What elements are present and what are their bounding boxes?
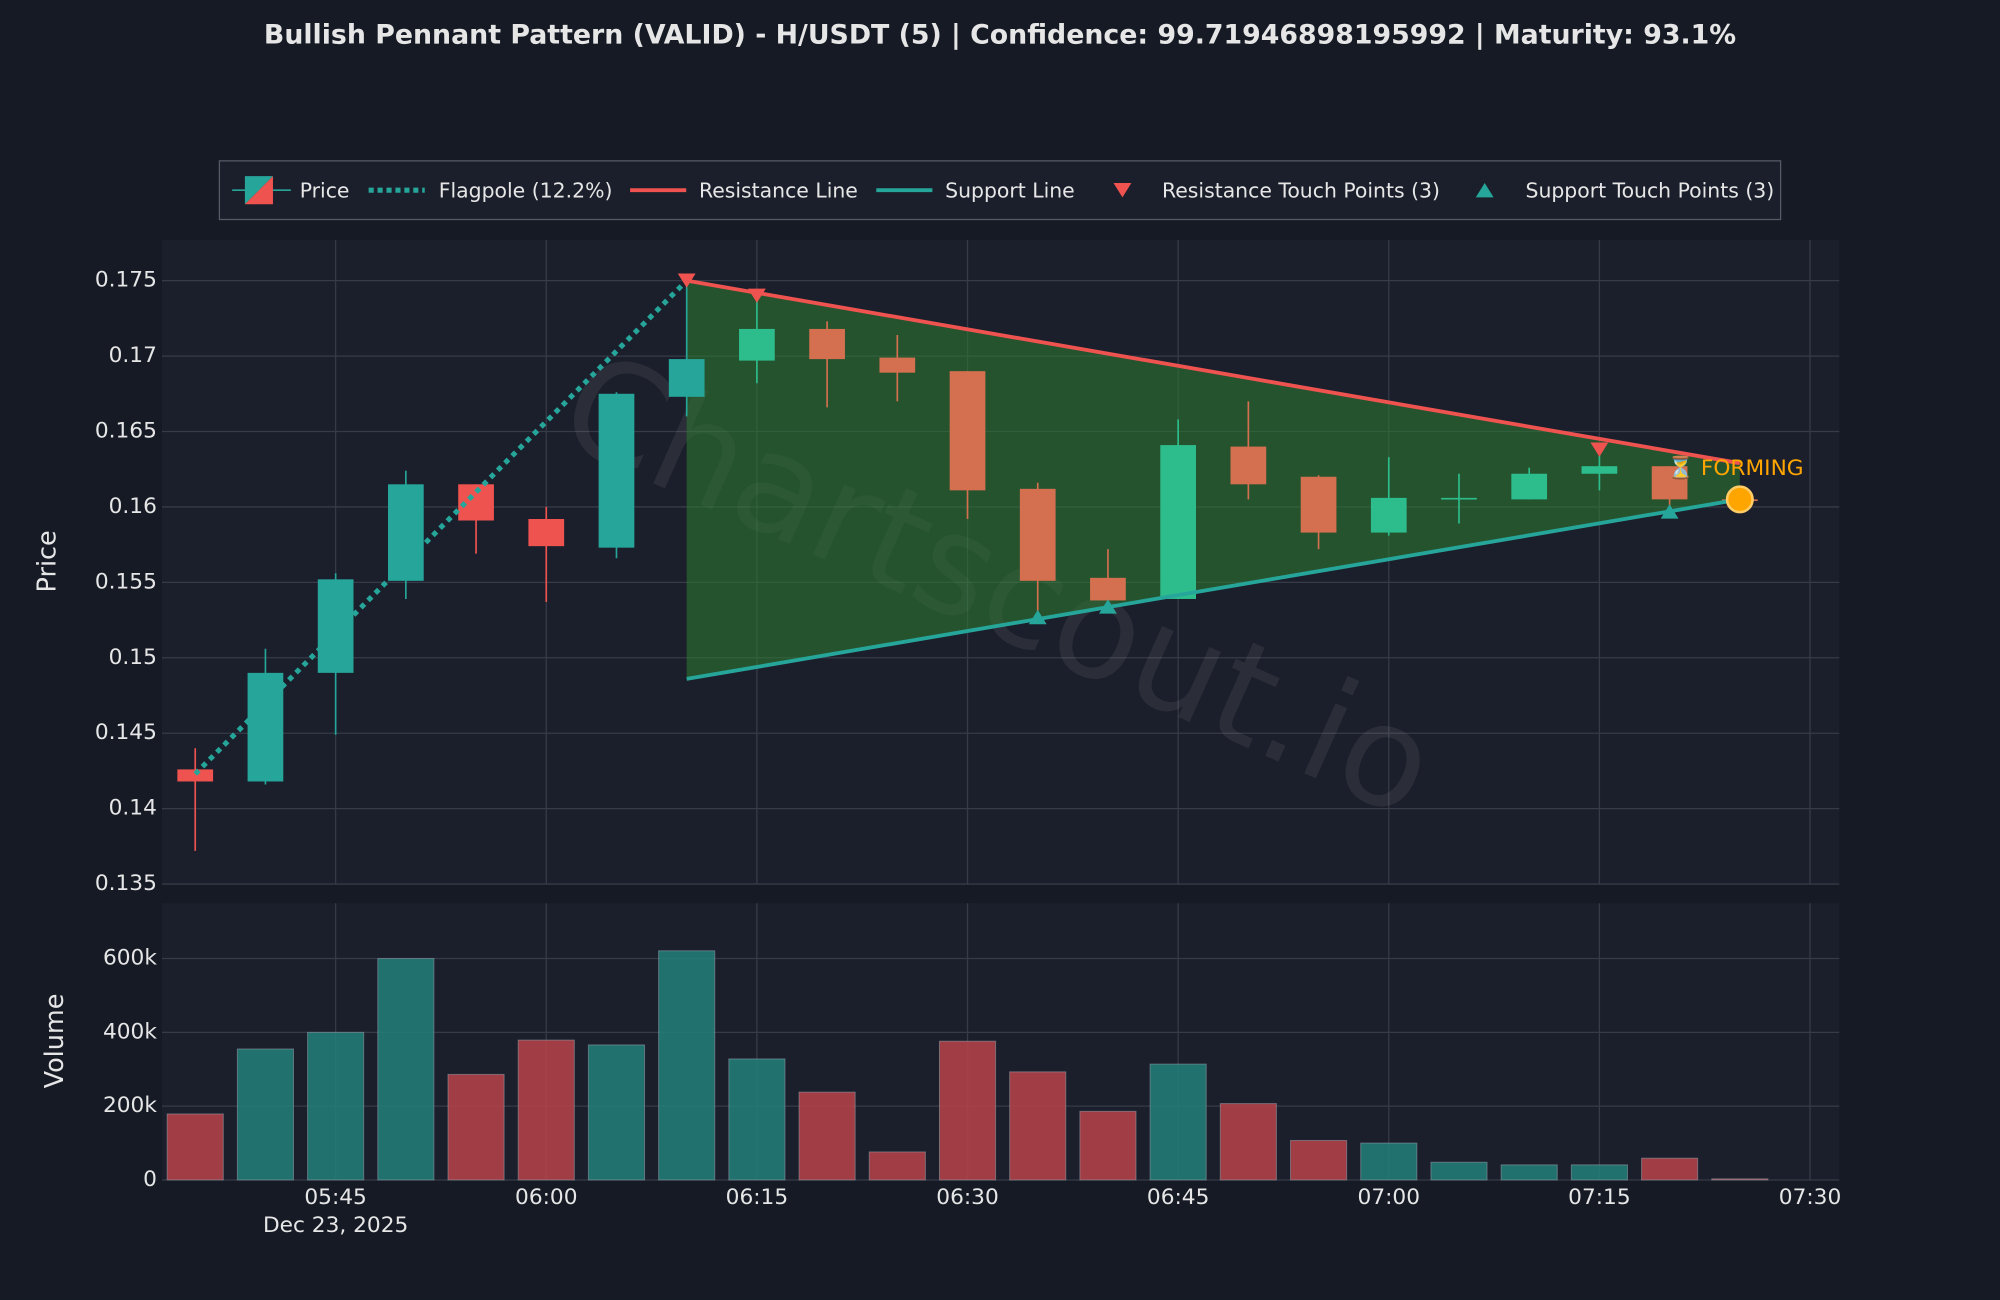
volume-bar [377,958,435,1181]
volume-tick-label: 600k [103,946,157,971]
volume-bar [938,1040,997,1181]
volume-bar [1079,1110,1137,1181]
volume-bar [1360,1142,1418,1181]
candle-body [668,359,705,397]
volume-bar [1430,1161,1488,1181]
volume-bar [658,950,716,1181]
legend-icon [1113,183,1132,198]
x-tick-label: 06:30 [936,1185,998,1210]
y-axis-label: Price [32,530,62,592]
touch-point [677,273,696,288]
x-tick-label: 07:30 [1779,1185,1841,1210]
volume-bar [236,1048,295,1181]
x-tick-label: 06:45 [1147,1185,1209,1210]
candle-body [1090,577,1126,601]
candle-body [739,328,775,361]
forming-marker [1725,485,1754,514]
volume-bar [1009,1071,1067,1181]
volume-tick-label: 0 [143,1167,157,1192]
candle-body [177,769,214,782]
candle-body [598,393,635,548]
touch-point [1590,442,1609,457]
legend-icon [1475,183,1494,198]
candle-body [1160,445,1197,599]
legend-label: Resistance Touch Points (3) [1162,178,1440,202]
x-tick-label: 07:15 [1568,1185,1630,1210]
legend-label: Support Line [945,178,1075,202]
candle-body [1370,497,1407,533]
candle-body [1651,466,1688,500]
y-tick-label: 0.165 [95,419,157,444]
legend-label: Support Touch Points (3) [1526,178,1775,202]
touch-point [747,288,766,303]
candle-body [528,518,565,547]
candle-body [247,672,284,782]
volume-bar [1641,1157,1699,1181]
y-tick-label: 0.15 [109,645,157,670]
y-tick-label: 0.135 [95,871,157,896]
volume-bar [307,1031,365,1181]
y-tick-label: 0.14 [109,796,157,821]
volume-bar [1711,1178,1769,1181]
x-date-label: Dec 23, 2025 [263,1213,408,1238]
touch-point [1099,599,1117,614]
forming-label: ⏳ FORMING [1667,455,1804,481]
volume-tick-label: 200k [103,1093,157,1118]
legend-box [218,160,1782,221]
volume-bar [166,1113,224,1181]
x-tick-label: 07:00 [1358,1185,1420,1210]
x-tick-label: 06:00 [515,1185,577,1210]
legend-label: Price [300,178,350,202]
volume-bar [728,1058,786,1181]
y-tick-label: 0.17 [109,343,157,368]
volume-bar [1500,1164,1558,1181]
volume-bar [587,1044,646,1181]
volume-bar [868,1151,926,1181]
candle-body [1019,488,1056,581]
resistance-line [686,278,1741,466]
volume-bar [517,1039,575,1181]
y-tick-label: 0.155 [95,569,157,594]
candle-body [879,357,916,373]
volume-bar [1570,1164,1628,1181]
legend-icon [244,176,273,205]
volume-bar [447,1073,505,1181]
candle-body [1581,466,1618,474]
touch-point [1660,504,1679,519]
candle-body [387,484,424,581]
x-tick-label: 05:45 [304,1185,366,1210]
chart-title: Bullish Pennant Pattern (VALID) - H/USDT… [264,19,1736,50]
x-tick-label: 06:15 [726,1185,788,1210]
candle-body [1511,473,1548,500]
support-line [686,497,1741,681]
candle-body [949,371,986,491]
candle-body [317,579,354,673]
volume-axis-label: Volume [40,994,70,1089]
candle-body [809,328,845,360]
volume-bar [798,1091,856,1181]
candle-body [1230,446,1267,485]
flagpole-line [193,278,689,776]
volume-bar [1219,1103,1277,1181]
y-tick-label: 0.175 [95,268,157,293]
y-tick-label: 0.16 [109,494,157,519]
legend-label: Resistance Line [699,178,858,202]
touch-point [1028,609,1047,625]
candle-body [1300,476,1337,533]
volume-bar [1149,1063,1207,1181]
y-tick-label: 0.145 [95,720,157,745]
volume-tick-label: 400k [103,1019,157,1044]
legend-label: Flagpole (12.2%) [439,178,613,202]
candle-body [1441,497,1477,500]
volume-panel [161,903,1840,1180]
volume-bar [1289,1139,1348,1181]
